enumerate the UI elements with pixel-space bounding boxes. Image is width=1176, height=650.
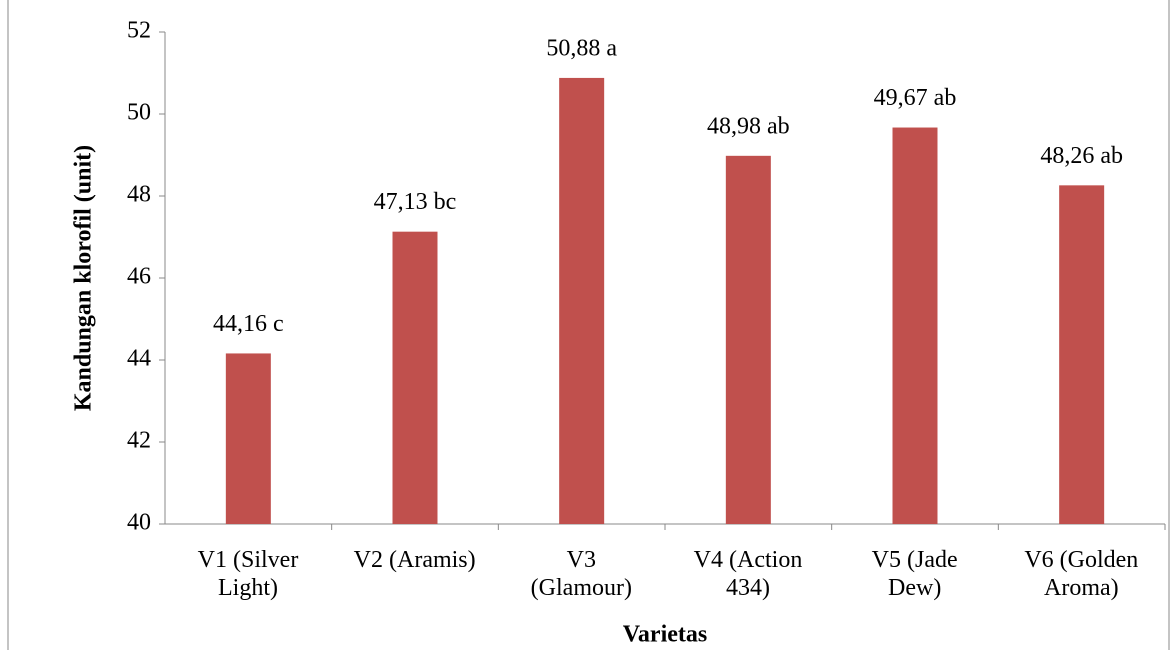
x-tick-label: V6 (Golden Aroma) <box>1024 547 1139 601</box>
bar <box>1059 185 1105 524</box>
x-axis-title: Varietas <box>623 622 707 648</box>
y-tick-label: 52 <box>127 18 151 44</box>
y-tick-label: 50 <box>127 100 151 126</box>
value-label: 49,67 ab <box>874 85 957 111</box>
y-tick-label: 42 <box>127 428 151 454</box>
y-axis-title: Kandungan klorofil (unit) <box>71 145 97 411</box>
bar <box>225 353 271 524</box>
value-label: 47,13 bc <box>374 189 457 215</box>
y-tick-label: 44 <box>127 346 151 372</box>
x-tick-label: V4 (Action 434) <box>693 547 803 601</box>
bar <box>725 155 771 524</box>
value-label: 44,16 c <box>213 311 284 337</box>
x-tick-label: V2 (Aramis) <box>353 547 476 573</box>
x-tick-label: V3 (Glamour) <box>530 547 632 601</box>
x-tick-label: V1 (Silver Light) <box>197 547 299 601</box>
value-label: 50,88 a <box>546 35 617 61</box>
bar <box>392 231 438 525</box>
y-tick-label: 40 <box>127 510 151 536</box>
y-tick-label: 46 <box>127 264 151 290</box>
x-tick-label: V5 (Jade Dew) <box>871 547 958 601</box>
value-label: 48,26 ab <box>1040 143 1123 169</box>
chart-frame <box>7 0 1170 650</box>
y-tick-label: 48 <box>127 182 151 208</box>
bar <box>559 77 605 525</box>
value-label: 48,98 ab <box>707 113 790 139</box>
bar <box>892 127 938 524</box>
